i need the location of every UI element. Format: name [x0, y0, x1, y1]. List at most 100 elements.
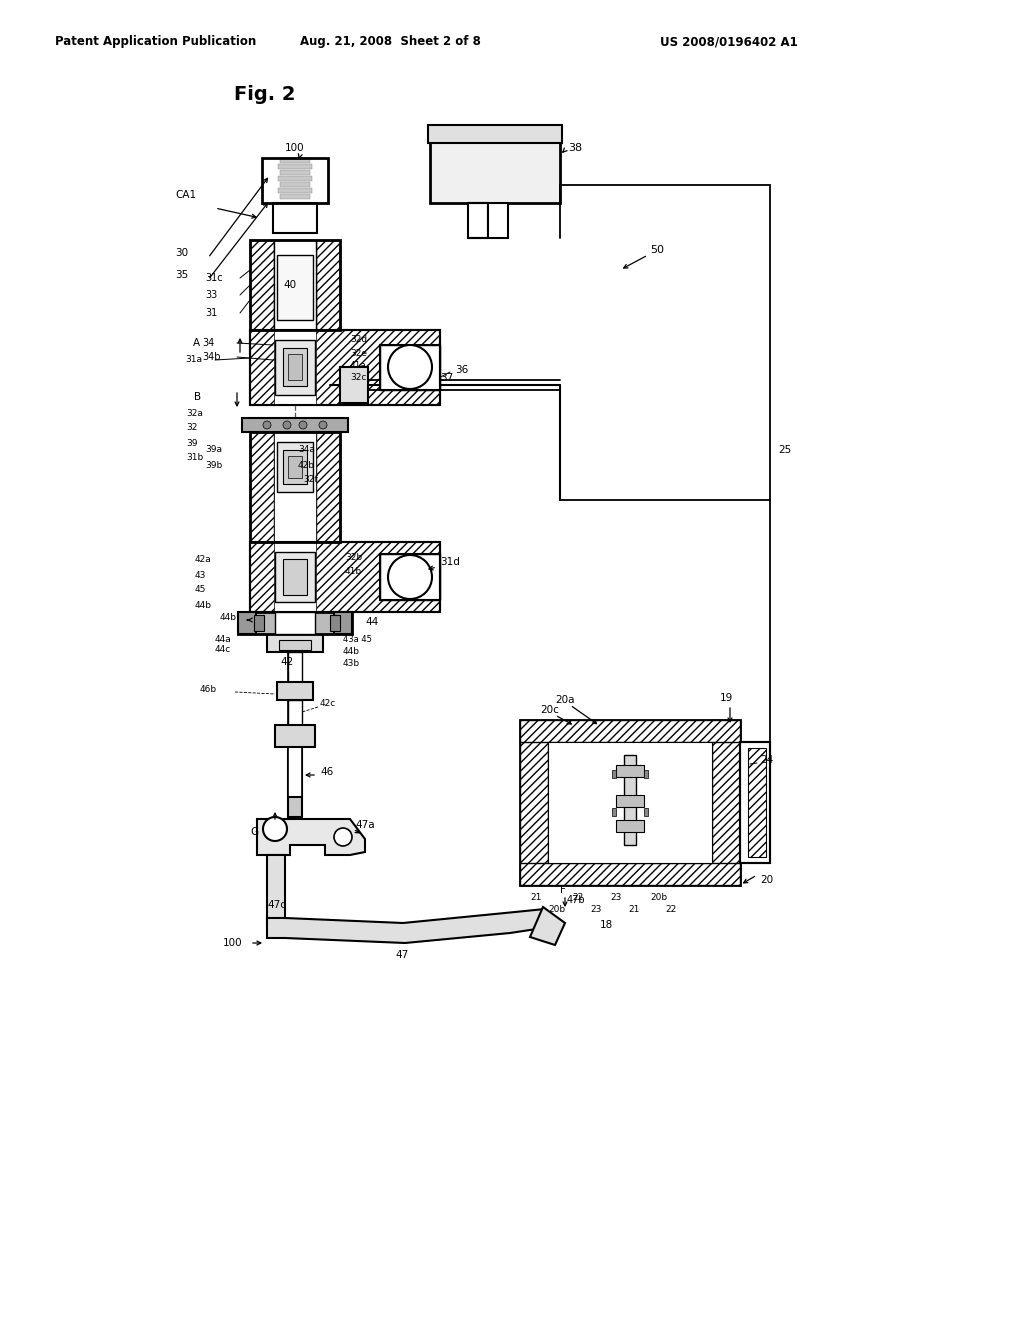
Bar — [274, 330, 316, 405]
Text: 46b: 46b — [200, 685, 217, 694]
Bar — [520, 719, 548, 884]
Bar — [262, 158, 328, 203]
Text: B: B — [194, 392, 201, 403]
Text: 32e: 32e — [350, 348, 367, 358]
Bar — [273, 203, 317, 234]
Bar — [283, 450, 307, 484]
Bar — [288, 747, 302, 797]
Bar — [280, 170, 310, 176]
Bar — [278, 164, 312, 169]
Bar — [238, 612, 256, 634]
Text: A: A — [193, 338, 200, 348]
Bar — [612, 770, 616, 777]
Polygon shape — [267, 855, 285, 925]
Text: 25: 25 — [778, 445, 792, 455]
Bar — [275, 552, 315, 602]
Text: 24: 24 — [760, 755, 773, 766]
Bar — [330, 615, 340, 631]
Bar — [274, 432, 316, 543]
Bar — [644, 808, 648, 816]
Bar — [238, 612, 352, 634]
Bar — [644, 770, 648, 777]
Bar — [548, 742, 712, 863]
Bar — [380, 554, 440, 601]
Text: 20c: 20c — [540, 705, 559, 715]
Text: CA1: CA1 — [175, 190, 197, 201]
Bar — [278, 442, 313, 492]
Bar — [250, 240, 340, 330]
Bar — [740, 742, 770, 863]
Bar — [520, 863, 740, 884]
Text: Patent Application Publication: Patent Application Publication — [55, 36, 256, 49]
Bar — [316, 240, 340, 330]
Text: 44b: 44b — [220, 612, 237, 622]
Circle shape — [299, 421, 307, 429]
Text: F: F — [560, 884, 566, 895]
Bar — [278, 187, 312, 193]
Text: 38: 38 — [568, 143, 582, 153]
Text: 47c: 47c — [267, 900, 286, 909]
Bar — [288, 455, 302, 478]
Text: 44a: 44a — [215, 635, 231, 644]
Text: 47: 47 — [395, 950, 409, 960]
Circle shape — [263, 817, 287, 841]
Bar — [283, 348, 307, 385]
Bar — [520, 719, 740, 884]
Text: 36: 36 — [455, 366, 468, 375]
Text: 41a: 41a — [350, 362, 367, 371]
Polygon shape — [257, 818, 365, 855]
Bar — [274, 240, 316, 330]
Text: 19: 19 — [720, 693, 733, 704]
Text: 100: 100 — [223, 939, 243, 948]
Bar — [340, 367, 368, 403]
Bar — [280, 182, 310, 187]
Text: 23: 23 — [610, 892, 622, 902]
Text: 45: 45 — [195, 586, 207, 594]
Bar — [254, 615, 264, 631]
Bar — [288, 354, 302, 380]
Text: 31d: 31d — [440, 557, 460, 568]
Bar — [288, 797, 302, 817]
Text: 40: 40 — [283, 280, 296, 290]
Text: 39b: 39b — [205, 461, 222, 470]
Text: 32f: 32f — [303, 475, 317, 484]
Bar — [468, 203, 488, 238]
Text: 31c: 31c — [205, 273, 222, 282]
Bar — [278, 176, 312, 181]
Text: 43: 43 — [195, 570, 207, 579]
Bar — [740, 742, 770, 863]
Text: 20b: 20b — [650, 892, 667, 902]
Bar — [624, 755, 636, 845]
Bar — [316, 432, 340, 543]
Text: 43a 45: 43a 45 — [343, 635, 372, 644]
Circle shape — [388, 345, 432, 389]
Text: 30: 30 — [175, 248, 188, 257]
Text: 37: 37 — [440, 374, 454, 383]
Text: 34a: 34a — [298, 446, 314, 454]
Bar — [283, 558, 307, 595]
Text: 20a: 20a — [555, 696, 574, 705]
Text: 23: 23 — [590, 906, 601, 915]
Text: 44b: 44b — [343, 648, 360, 656]
Bar — [712, 719, 740, 884]
Bar — [380, 554, 440, 601]
Bar — [279, 640, 311, 649]
Bar — [380, 345, 440, 389]
Circle shape — [319, 421, 327, 429]
Text: 42c: 42c — [319, 700, 336, 709]
Bar — [288, 700, 302, 725]
Bar — [250, 330, 440, 405]
Bar — [275, 612, 315, 634]
Text: 31a: 31a — [185, 355, 202, 364]
Bar — [488, 203, 508, 238]
Text: 41b: 41b — [345, 568, 362, 577]
Bar — [616, 795, 644, 807]
Bar — [520, 719, 740, 742]
Circle shape — [388, 554, 432, 599]
Text: 32b: 32b — [345, 553, 362, 562]
Circle shape — [334, 828, 352, 846]
Bar — [278, 255, 313, 319]
Bar — [616, 766, 644, 777]
Bar — [275, 725, 315, 747]
Text: 21: 21 — [530, 892, 542, 902]
